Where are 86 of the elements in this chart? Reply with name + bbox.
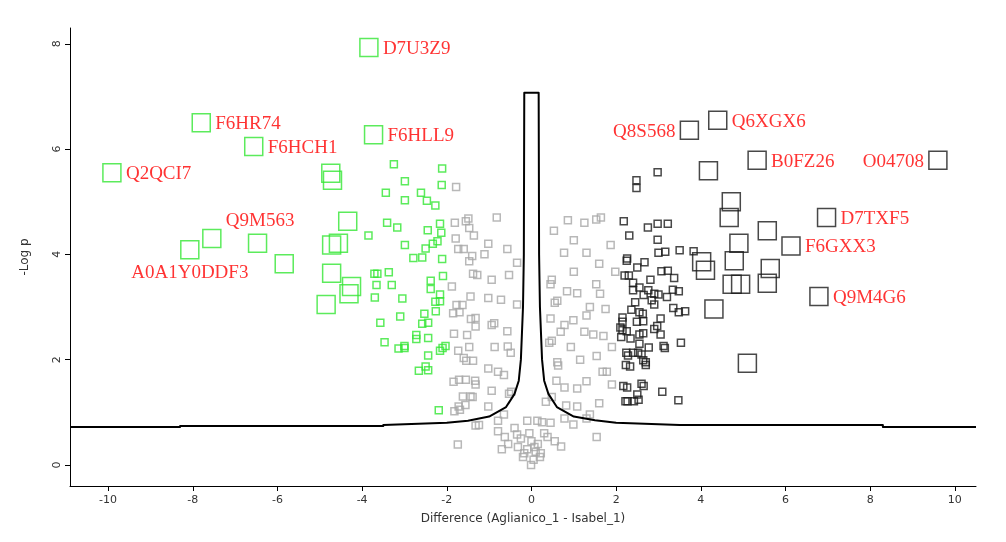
point [414, 366, 424, 375]
x-tick-label: -4 [356, 493, 368, 506]
annotation: Q9M563 [225, 208, 295, 230]
x-tick-label: -6 [271, 493, 283, 506]
point [423, 225, 432, 235]
annotation: F6HR74 [215, 112, 282, 134]
point [381, 188, 391, 198]
point [417, 319, 427, 329]
annotation: Q8S568 [613, 119, 676, 141]
x-tick-label: -2 [441, 493, 453, 506]
annotation: F6HLL9 [387, 124, 455, 146]
point [364, 231, 373, 240]
point [421, 362, 430, 371]
point [423, 333, 433, 343]
x-axis-title: Difference (Aglianico_1 - Isabel_1) [420, 511, 626, 525]
point [423, 365, 433, 375]
annotation: B0FZ26 [771, 149, 835, 171]
point [431, 297, 440, 306]
point [422, 196, 432, 205]
x-tick-label: 4 [697, 493, 705, 506]
annotation: A0A1Y0DDF3 [131, 260, 249, 282]
point [421, 244, 430, 253]
point [423, 318, 433, 328]
annotation: Q6XGX6 [731, 109, 806, 131]
point [393, 223, 402, 232]
point [437, 228, 446, 238]
point [387, 280, 397, 290]
point [372, 280, 381, 290]
point [389, 160, 399, 169]
point [426, 276, 435, 285]
point [433, 236, 442, 246]
point [435, 346, 445, 355]
y-tick-label: 4 [50, 250, 63, 258]
point [426, 284, 435, 294]
point [370, 269, 379, 279]
point [373, 269, 382, 279]
point [409, 253, 418, 263]
point [384, 268, 394, 277]
point [380, 338, 389, 347]
annotation: O04708 [862, 149, 924, 171]
y-tick-label: 0 [50, 461, 63, 469]
point [438, 343, 447, 353]
point [437, 254, 447, 264]
point [400, 176, 410, 186]
annotation: D7TXF5 [840, 207, 910, 229]
x-tick-label: 2 [612, 493, 620, 506]
point [412, 330, 421, 340]
y-tick-label: 8 [50, 40, 63, 48]
point [370, 293, 380, 302]
point [441, 341, 450, 351]
x-tick-label: 8 [866, 493, 874, 506]
point [438, 271, 448, 281]
point [412, 334, 421, 344]
x-tick-label: -8 [187, 493, 199, 506]
point [428, 239, 438, 249]
y-tick-label: 6 [50, 145, 63, 153]
point [423, 351, 433, 360]
point [394, 344, 403, 353]
annotation: Q2QCI7 [125, 162, 192, 184]
annotation: F6HCH1 [267, 135, 338, 157]
point [437, 180, 446, 190]
x-tick-label: 0 [527, 493, 535, 506]
point [395, 312, 405, 321]
point [431, 201, 440, 210]
point [437, 164, 447, 173]
x-tick-label: 6 [781, 493, 789, 506]
point [376, 318, 385, 328]
point [400, 195, 410, 205]
point [435, 219, 445, 229]
point [382, 218, 392, 228]
point [416, 188, 426, 198]
y-axis-title: -Log p [17, 238, 31, 276]
point [435, 290, 445, 299]
y-tick-label: 2 [50, 356, 63, 364]
point [434, 405, 443, 415]
annotation: Q9M4G6 [832, 285, 906, 307]
point [400, 240, 410, 250]
annotation: D7U3Z9 [382, 36, 451, 58]
point [417, 253, 427, 262]
x-tick-label: 10 [947, 493, 962, 506]
point [435, 296, 445, 306]
annotation: F6GXX3 [804, 235, 876, 257]
point [398, 294, 407, 303]
point [431, 306, 441, 316]
x-tick-label: -10 [99, 493, 118, 506]
point [420, 309, 429, 319]
